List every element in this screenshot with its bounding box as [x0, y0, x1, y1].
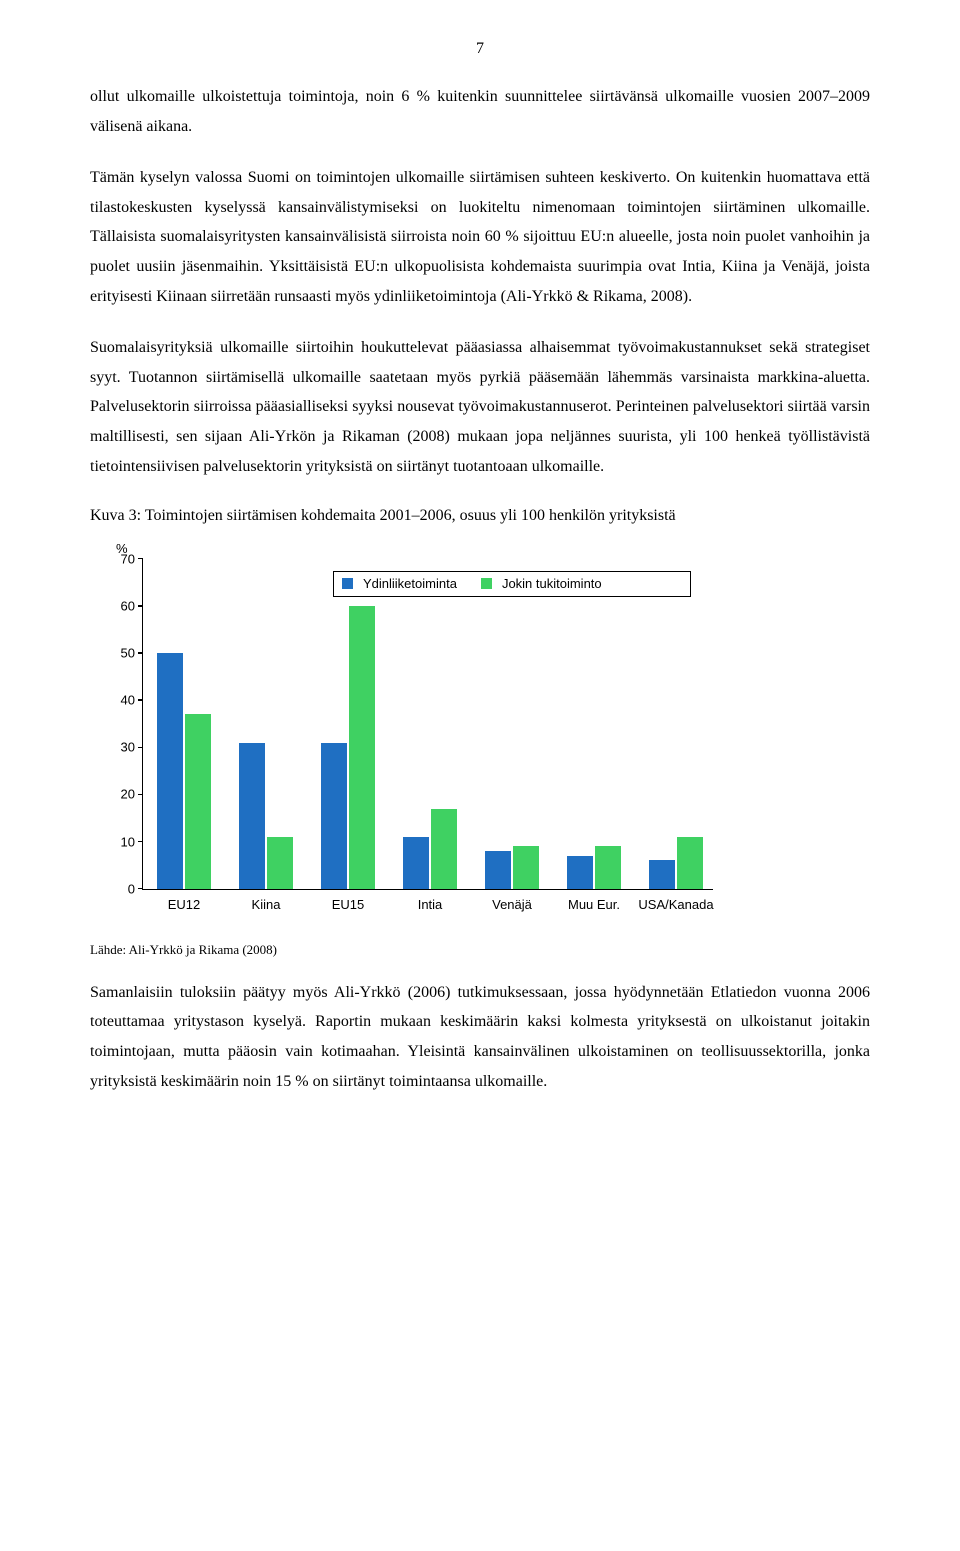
legend-label-0: Ydinliiketoiminta: [363, 576, 457, 591]
bar: [321, 743, 347, 889]
legend-swatch-0: [342, 578, 353, 589]
y-tick-label: 20: [105, 787, 135, 802]
x-tick-label: EU15: [332, 897, 365, 912]
paragraph-1: ollut ulkomaille ulkoistettuja toimintoj…: [90, 82, 870, 141]
bar: [157, 653, 183, 889]
legend-swatch-1: [481, 578, 492, 589]
y-tick-label: 10: [105, 834, 135, 849]
bar: [431, 809, 457, 889]
x-tick-label: Intia: [418, 897, 443, 912]
y-tick-mark: [138, 558, 143, 560]
bar: [349, 606, 375, 889]
bar: [677, 837, 703, 889]
x-tick-label: Kiina: [252, 897, 281, 912]
paragraph-4: Samanlaisiin tuloksiin päätyy myös Ali-Y…: [90, 978, 870, 1096]
y-tick-mark: [138, 605, 143, 607]
paragraph-3: Suomalaisyrityksiä ulkomaille siirtoihin…: [90, 333, 870, 481]
chart-legend: Ydinliiketoiminta Jokin tukitoiminto: [333, 571, 691, 597]
y-tick-label: 30: [105, 740, 135, 755]
x-tick-label: Muu Eur.: [568, 897, 620, 912]
bar: [267, 837, 293, 889]
y-tick-mark: [138, 794, 143, 796]
page: 7 ollut ulkomaille ulkoistettuja toimint…: [0, 0, 960, 1168]
paragraph-2: Tämän kyselyn valossa Suomi on toimintoj…: [90, 163, 870, 311]
y-tick-mark: [138, 888, 143, 890]
y-tick-label: 60: [105, 598, 135, 613]
y-tick-mark: [138, 652, 143, 654]
bar: [649, 860, 675, 888]
x-tick-label: Venäjä: [492, 897, 532, 912]
page-number: 7: [90, 40, 870, 58]
y-tick-mark: [138, 699, 143, 701]
bar: [485, 851, 511, 889]
x-tick-label: USA/Kanada: [638, 897, 713, 912]
bar-chart: % Ydinliiketoiminta Jokin tukitoiminto 0…: [90, 541, 730, 936]
bar: [185, 714, 211, 888]
figure-caption: Kuva 3: Toimintojen siirtämisen kohdemai…: [90, 503, 870, 529]
bar: [239, 743, 265, 889]
y-tick-label: 50: [105, 646, 135, 661]
plot-area: Ydinliiketoiminta Jokin tukitoiminto 010…: [142, 559, 713, 890]
y-tick-label: 40: [105, 693, 135, 708]
y-tick-mark: [138, 747, 143, 749]
chart-source: Lähde: Ali-Yrkkö ja Rikama (2008): [90, 942, 870, 958]
y-tick-mark: [138, 841, 143, 843]
x-tick-label: EU12: [168, 897, 201, 912]
y-tick-label: 70: [105, 551, 135, 566]
bar: [567, 856, 593, 889]
bar: [513, 846, 539, 888]
y-tick-label: 0: [105, 881, 135, 896]
legend-label-1: Jokin tukitoiminto: [502, 576, 602, 591]
bar: [595, 846, 621, 888]
bar: [403, 837, 429, 889]
